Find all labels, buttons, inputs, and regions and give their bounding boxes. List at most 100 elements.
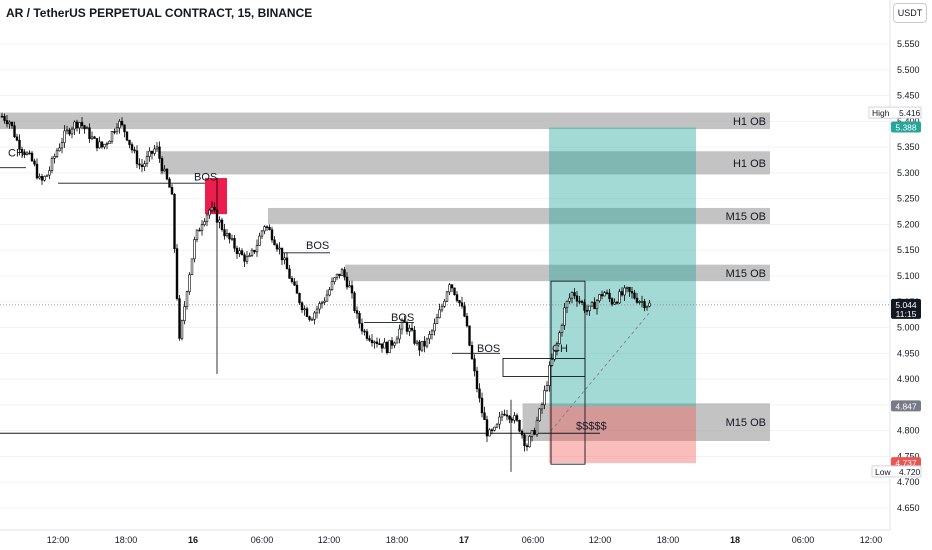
candle-body [418,341,421,351]
candle-body [265,226,269,229]
candle-body [318,303,321,310]
candle-body [145,156,149,165]
candle-body [575,295,579,302]
candle-body [285,257,289,270]
candle-body [150,150,154,154]
bearish-order-block [205,178,227,215]
candle-body [183,306,186,322]
candle-body [400,319,404,330]
candle-body [178,298,181,339]
candle-body [33,160,36,165]
time-tick-label: 16 [188,535,198,545]
candle-body [515,415,519,421]
candle-body [540,404,544,410]
candle-body [430,330,434,335]
candle-body [158,146,161,159]
candle-body [295,284,299,294]
candle-body [513,415,516,421]
currency-button[interactable]: USDT [893,3,927,23]
candle-body [493,426,496,431]
candle-body [193,239,196,260]
price-tick-label: 4.750 [897,451,920,461]
candle-body [545,385,549,391]
candle-body [450,284,454,289]
structure-label: CH [552,343,568,355]
order-block-zone [160,151,770,175]
candle-body [170,187,174,195]
high-value: 5.416 [899,108,921,118]
candle-body [490,429,494,432]
candle-body [195,229,199,240]
candle-body [443,300,446,307]
candle-body [105,143,109,145]
trade-path-line [550,311,651,431]
candle-body [440,305,444,311]
time-tick-label: 06:00 [251,535,274,545]
price-tick-label: 4.800 [897,426,920,436]
candle-body [290,278,294,283]
zone-labels: H1 OB H1 OB M15 OB M15 OB M15 OB [726,116,766,429]
high-label: High [872,108,890,118]
time-tick-label: 12:00 [47,535,70,545]
candle-body [550,359,554,366]
candle-body [280,247,284,261]
candle-body [225,233,229,237]
candle-body [388,340,391,353]
candle-body [108,140,111,144]
candle-body [228,233,231,240]
candle-body [458,300,461,304]
candle-body [453,287,456,295]
candle-body [465,315,469,327]
time-axis[interactable]: 12:00 18:00 16 06:00 12:00 18:00 17 06:00 12:00 1… [47,535,883,545]
candle-body [120,120,124,126]
candle-body [365,331,369,339]
candle-body [455,294,459,301]
candle-body [495,423,499,428]
structure-label: CH [8,147,24,159]
candle-body [583,302,586,311]
candle-body [25,152,29,155]
candle-body [423,340,426,347]
candle-body [535,420,539,435]
candle-body [588,305,591,311]
target-price-tag: 5.388 [895,123,917,133]
candle-body [580,301,584,303]
candle-body [115,127,119,133]
candle-body [98,141,101,149]
candle-body [408,327,411,332]
candle-body [55,150,59,157]
low-tag-bg [871,465,922,478]
candle-body [638,301,641,303]
candle-body [303,308,306,311]
candle-body [558,332,561,344]
candle-body [605,292,609,294]
candle-body [553,349,556,360]
time-tick-label: 06:00 [792,535,815,545]
candle-body [0,115,4,118]
price-tick-label: 5.200 [897,219,920,229]
candle-body [595,300,599,310]
highlight-box [502,358,586,377]
candle-body [615,301,619,304]
price-tick-label: 5.550 [897,39,920,49]
candle-body [133,149,136,152]
candle-body [210,206,214,211]
candle-body [325,294,329,302]
low-label: Low [875,467,891,477]
target-zone [549,127,696,407]
candle-body [70,128,74,135]
candle-body [40,176,44,181]
stop-price-tag-bg [891,457,921,469]
candle-body [323,300,326,303]
candle-body [528,436,531,448]
candle-body [155,146,159,150]
candle-body [373,341,376,344]
candle-body [15,136,19,141]
candle-body [308,316,311,320]
candle-body [128,139,131,145]
candle-body [293,281,296,286]
candle-body [263,226,266,232]
candle-body [125,131,129,141]
candle-body [375,341,379,344]
